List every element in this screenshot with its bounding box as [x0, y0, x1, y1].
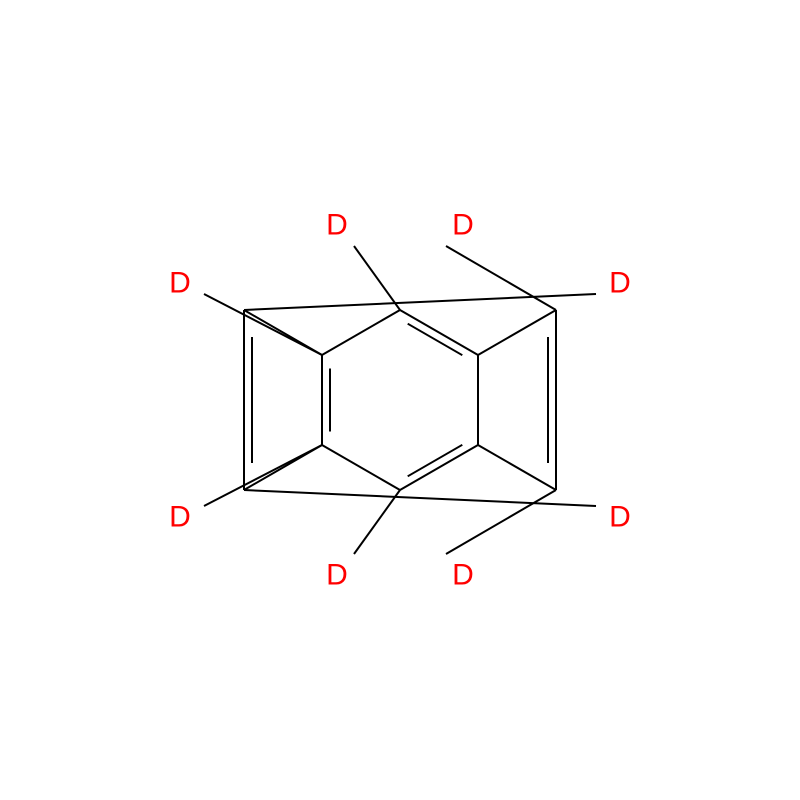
atom-label: D — [609, 267, 631, 300]
bond-line — [478, 310, 556, 355]
bond-line — [354, 246, 400, 310]
bond-line — [408, 324, 463, 356]
molecule-canvas: D D D D D D D D — [0, 0, 800, 800]
atom-label: D — [169, 501, 191, 534]
bond-line — [322, 310, 400, 355]
atom-label: D — [609, 501, 631, 534]
atom-label: D — [326, 209, 348, 242]
bond-line — [322, 445, 400, 490]
bond-line — [204, 445, 322, 506]
bond-line — [400, 445, 478, 490]
bond-line — [400, 310, 478, 355]
atom-label: D — [326, 559, 348, 592]
atom-label: D — [169, 267, 191, 300]
bond-line — [354, 490, 400, 554]
atom-label: D — [452, 559, 474, 592]
molecule-svg: D D D D D D D D — [0, 0, 800, 800]
bond-line — [478, 445, 556, 490]
bond-line — [204, 294, 322, 355]
bond-line — [408, 445, 463, 477]
atom-label: D — [452, 209, 474, 242]
